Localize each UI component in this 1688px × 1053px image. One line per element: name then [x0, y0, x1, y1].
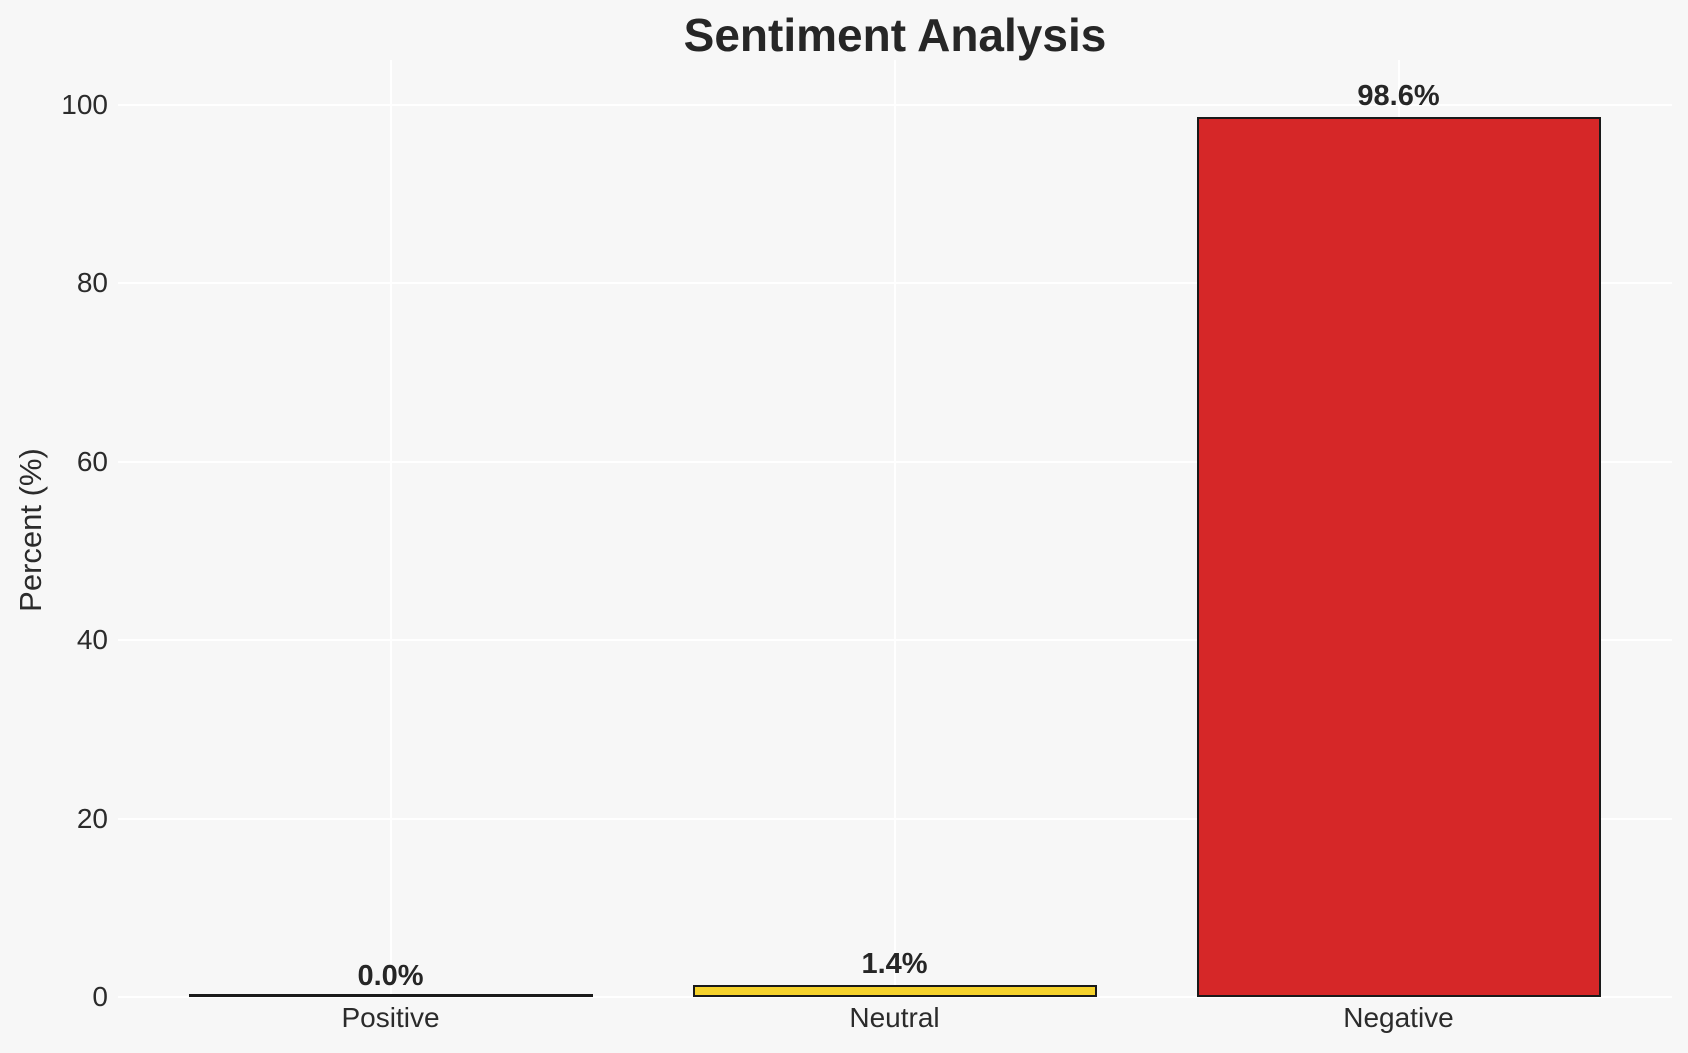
bar-value-label: 98.6% — [1357, 80, 1440, 113]
chart-title: Sentiment Analysis — [683, 9, 1107, 61]
bar-negative — [1196, 117, 1601, 997]
x-tick-label: Negative — [1343, 1002, 1454, 1033]
bar-value-label: 0.0% — [357, 960, 424, 992]
x-gridline — [893, 60, 896, 997]
y-tick-label: 0 — [92, 981, 108, 1012]
bar-value-label: 1.4% — [861, 947, 928, 980]
y-tick-label: 80 — [76, 267, 108, 299]
y-tick-label: 40 — [76, 624, 108, 656]
y-tick-label: 60 — [76, 445, 108, 477]
bar-positive — [188, 994, 593, 997]
x-tick-label: Positive — [341, 1002, 440, 1033]
bar-neutral — [692, 984, 1097, 997]
x-gridline — [389, 60, 392, 997]
x-tick-label: Neutral — [849, 1002, 940, 1033]
y-gridline — [118, 996, 1672, 998]
y-tick-label: 100 — [61, 89, 108, 120]
y-tick-label: 20 — [76, 802, 108, 834]
